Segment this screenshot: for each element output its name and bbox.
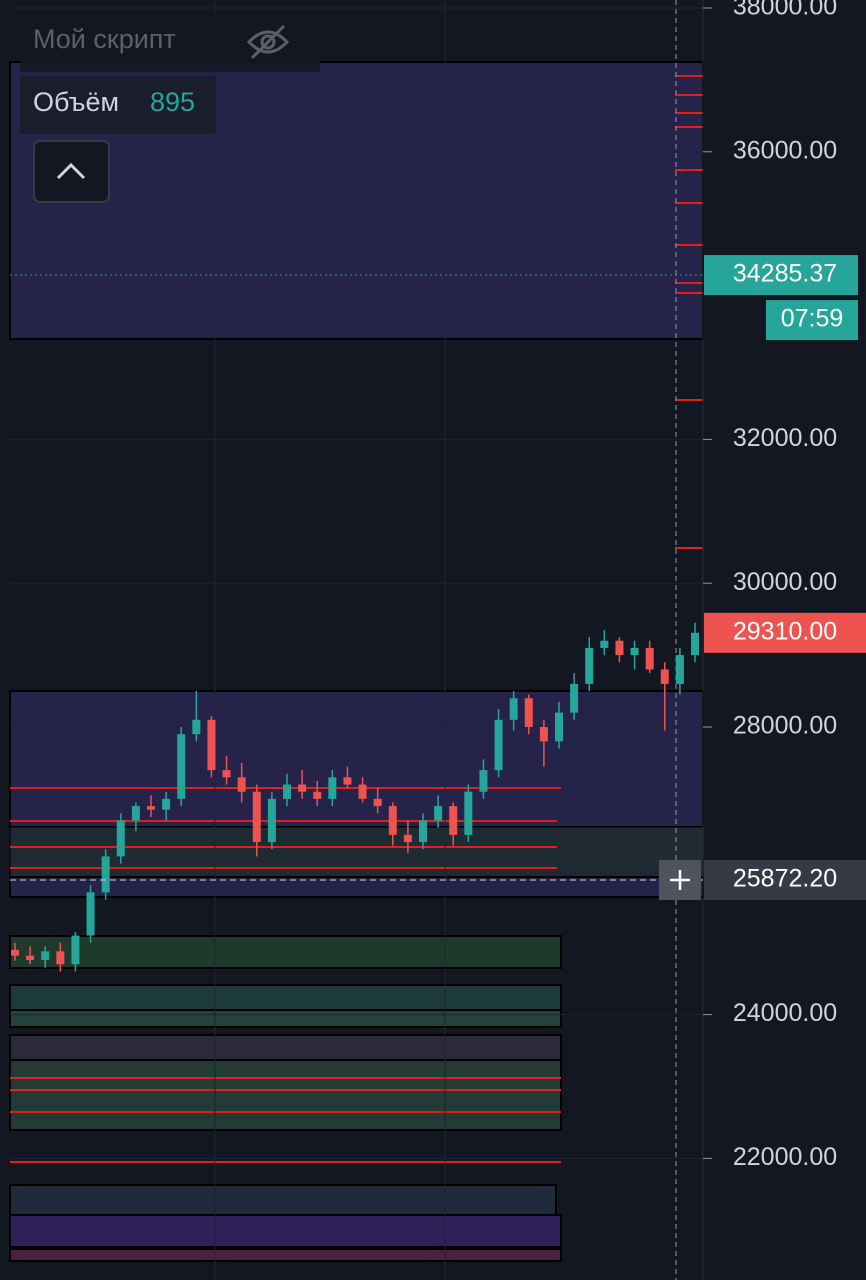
plot [10,7,703,1159]
candle-body [419,820,427,843]
y-tick-label: 24000.00 [733,999,837,1027]
price-axis: 38000.00 36000.00 32000.00 30000.00 28000.00… [659,0,866,1171]
candle-body [388,806,397,835]
level-lines [10,75,703,1163]
script-name: Мой скрипт [33,24,176,54]
candle-body [283,784,291,799]
candle-body [464,791,473,835]
candle-body [403,834,412,843]
legend-bg [20,14,320,72]
candle-body [373,798,382,807]
candle-body [11,949,19,956]
candle-body [555,712,563,742]
candle-body [147,806,155,810]
candle-body [675,655,684,684]
candle-body [177,734,186,799]
last-price-box [704,612,866,653]
candle-body [116,820,125,857]
countdown-label: 07:59 [781,305,844,333]
candle-body [630,647,639,656]
candle-body [192,719,201,735]
y-tick-label: 38000.00 [733,0,837,21]
zone [9,984,562,1011]
last-price-label: 29310.00 [733,617,837,645]
crosshair-box [704,859,866,900]
zone [9,1009,562,1028]
candle-body [494,719,503,771]
y-tick-label: 36000.00 [733,136,837,164]
candle-body [585,647,594,684]
candle-body [479,770,488,792]
chevron-up [56,162,86,180]
zone [9,1059,562,1131]
candle-body [41,951,50,960]
candle-body [162,798,171,810]
zone [9,1184,557,1216]
candle-body [207,719,216,771]
candle-body [600,640,609,648]
zone [9,826,704,878]
zone [9,935,562,969]
mark-price-box [704,255,858,296]
eye-icon[interactable] [246,24,290,60]
candle-body [56,951,65,965]
crosshair-label: 25872.20 [733,865,837,893]
candle-body [267,798,276,843]
candle-body [434,806,443,821]
candle-body [71,935,80,965]
candle-body [237,777,246,792]
volume-label: Объём [33,87,119,117]
y-tick-label: 28000.00 [733,712,837,740]
candle-body [101,856,110,893]
candle-body [86,892,95,936]
zone [9,1248,562,1262]
candle-body [328,777,337,799]
y-tick-label: 22000.00 [733,1143,837,1171]
candle-body [358,784,367,799]
candle-body [509,698,518,720]
candle-body [222,770,231,778]
volume-value: 895 [150,87,195,117]
volume-legend-bg [20,76,216,134]
zone [9,1034,562,1061]
candle-body [298,784,307,792]
candle-body [449,806,458,835]
candle-body [131,806,140,821]
countdown-box [766,300,858,341]
y-tick-label: 32000.00 [733,424,837,452]
candle-body [252,791,261,843]
candle-body [539,727,548,742]
mark-price-label: 34285.37 [733,260,837,288]
zone [9,1214,562,1248]
candle-body [524,698,533,728]
plus-icon [670,869,690,890]
candle-body [615,640,624,656]
candle-body [313,791,322,799]
collapse-button[interactable] [33,140,110,203]
candle-body [570,683,579,713]
y-tick-label: 30000.00 [733,568,837,596]
candle-body [660,669,669,684]
zone [9,690,704,828]
candle-body [343,777,352,785]
candle-body [26,955,35,960]
candle-body [645,647,654,670]
candle-body [691,632,699,656]
